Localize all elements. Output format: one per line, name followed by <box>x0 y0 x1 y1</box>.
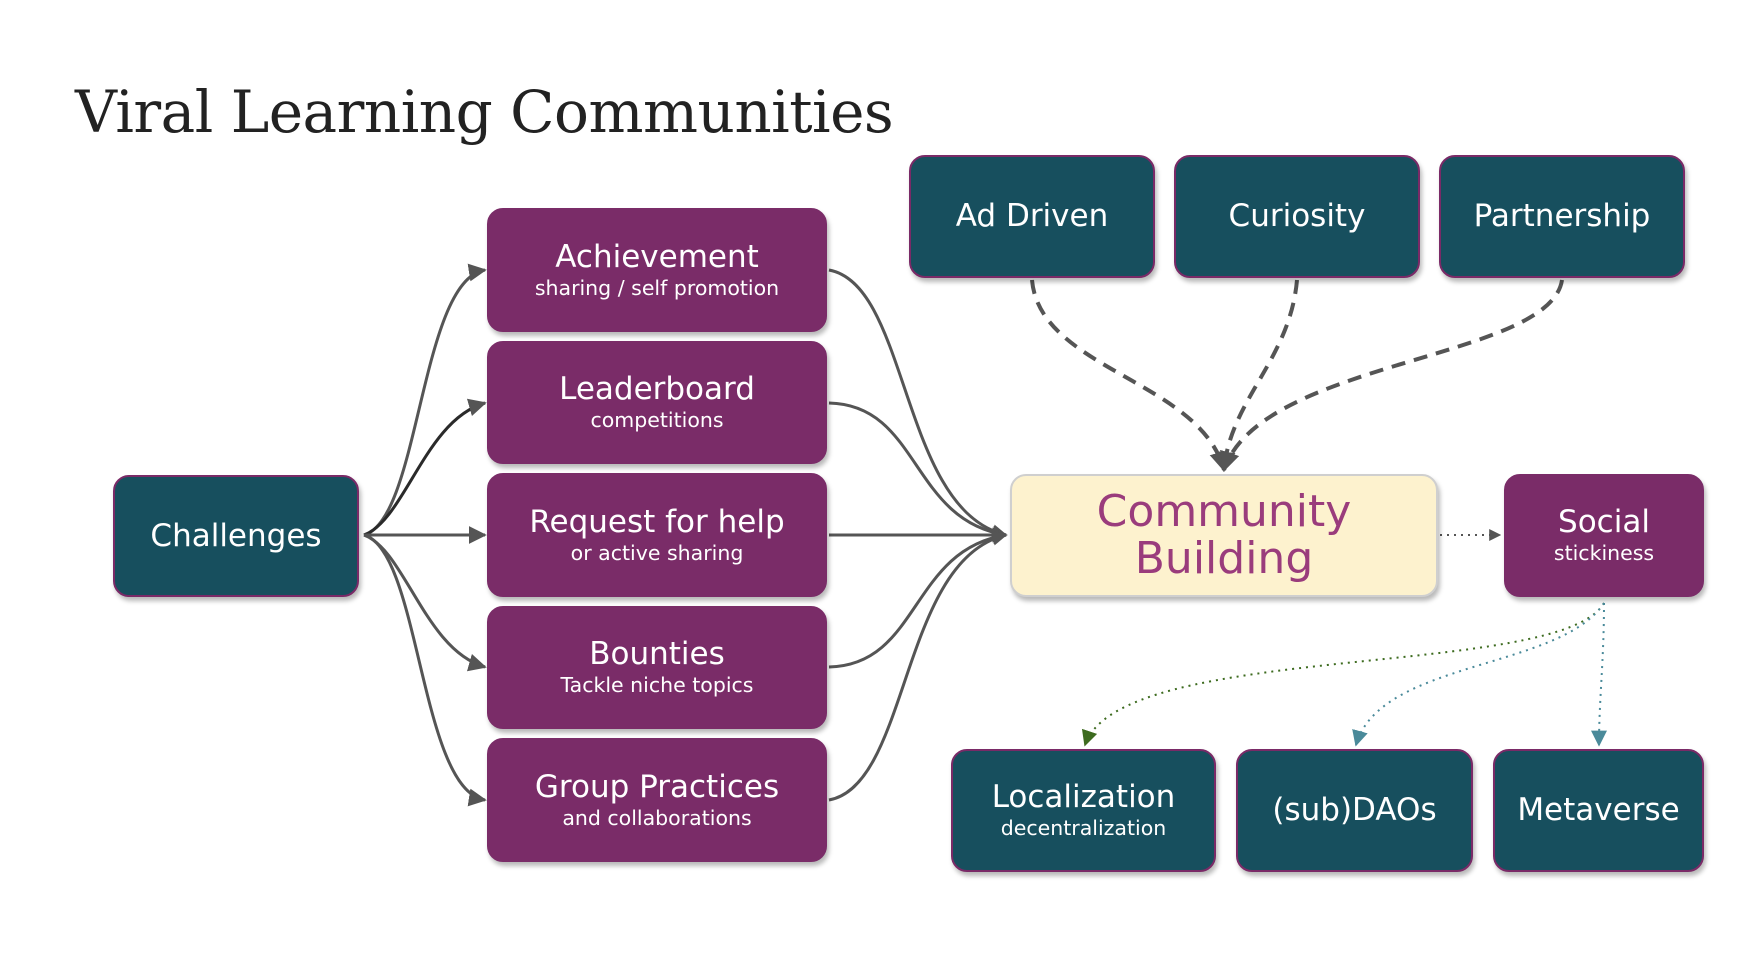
node-sublabel: competitions <box>590 408 724 433</box>
node-label: Community Building <box>1096 486 1352 584</box>
node-community-building: Community Building <box>1010 474 1438 597</box>
node-label: (sub)DAOs <box>1272 792 1437 829</box>
node-localization: Localization decentralization <box>951 749 1216 872</box>
node-achievement: Achievement sharing / self promotion <box>487 208 827 332</box>
node-curiosity: Curiosity <box>1174 155 1420 278</box>
edge-challenges-achievement <box>363 263 487 537</box>
node-label: Bounties <box>589 636 725 673</box>
node-label: Localization <box>991 779 1176 816</box>
edge-challenges-bounties <box>363 533 487 672</box>
node-label: Achievement <box>555 238 759 275</box>
node-label: Ad Driven <box>955 198 1109 235</box>
node-label: Request for help <box>529 503 785 540</box>
edge-social-subdaos <box>1352 602 1605 747</box>
node-group-practices: Group Practices and collaborations <box>487 738 827 862</box>
node-label: Group Practices <box>534 768 780 805</box>
node-label: Partnership <box>1473 198 1651 235</box>
node-label: Challenges <box>150 517 322 554</box>
edge-challenges-leaderboard <box>363 398 487 537</box>
node-label: Metaverse <box>1517 792 1680 829</box>
node-request-for-help: Request for help or active sharing <box>487 473 827 597</box>
node-social: Social stickiness <box>1504 474 1704 597</box>
node-partnership: Partnership <box>1439 155 1685 278</box>
edge-bounties-community <box>828 529 1008 669</box>
node-sublabel: or active sharing <box>570 540 744 565</box>
node-label: Curiosity <box>1228 198 1366 235</box>
edge-social-localization <box>1082 602 1605 747</box>
edge-group-community <box>828 530 1008 802</box>
node-sublabel: stickiness <box>1553 541 1655 566</box>
node-bounties: Bounties Tackle niche topics <box>487 606 827 729</box>
node-sublabel: decentralization <box>1000 816 1167 841</box>
edge-achievement-community <box>828 268 1008 540</box>
edge-partnership-community <box>1220 279 1564 472</box>
node-label: Leaderboard <box>559 371 755 408</box>
node-label: Social <box>1558 504 1650 541</box>
edge-curiosity-community <box>1215 279 1299 472</box>
node-sublabel: and collaborations <box>562 805 752 830</box>
node-leaderboard: Leaderboard competitions <box>487 341 827 464</box>
slide-title: Viral Learning Communities <box>75 78 894 146</box>
node-metaverse: Metaverse <box>1493 749 1704 872</box>
node-sublabel: sharing / self promotion <box>534 275 780 300</box>
node-ad-driven: Ad Driven <box>909 155 1155 278</box>
edge-ad-community <box>1030 279 1229 472</box>
edge-social-metaverse <box>1591 602 1608 747</box>
node-challenges: Challenges <box>113 475 359 597</box>
edge-challenges-group <box>363 533 487 807</box>
node-subdaos: (sub)DAOs <box>1236 749 1473 872</box>
node-sublabel: Tackle niche topics <box>560 673 754 698</box>
edge-leaderboard-community <box>828 401 1008 541</box>
